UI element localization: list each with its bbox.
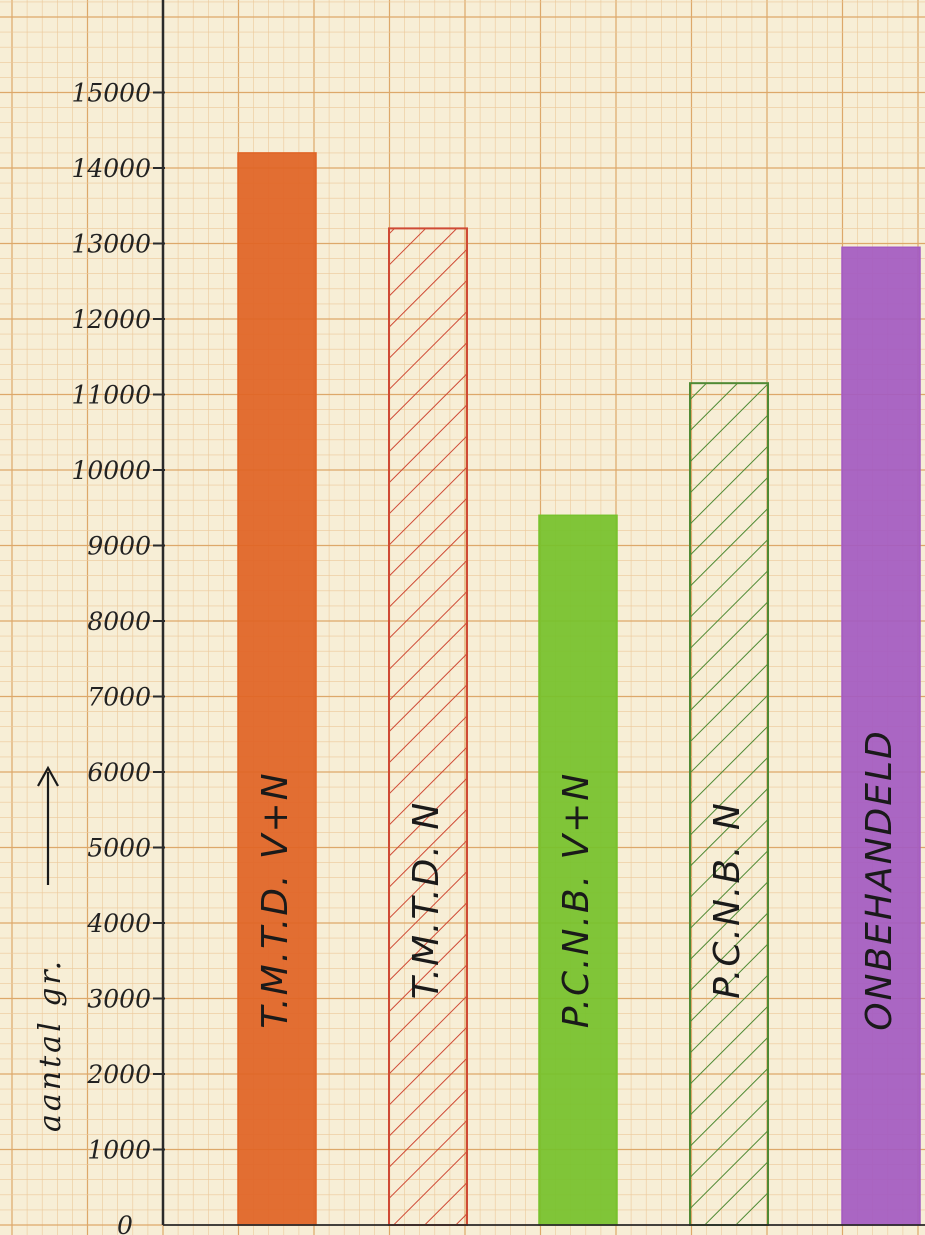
bar-p-c-n-b-n [689,382,769,1226]
y-tick-label: 10000 [71,456,151,485]
y-tick-label: 13000 [71,230,151,259]
y-tick-label: 0 [117,1211,133,1235]
y-tick-label: 14000 [71,154,151,183]
bar-label-onbehandeld: ONBEHANDELD [859,729,900,1031]
bar-t-m-t-d-n [388,227,468,1226]
bar-t-m-t-d-v-n [237,152,317,1226]
y-axis-arrow-icon [37,765,59,885]
y-tick-label: 15000 [71,79,151,108]
y-tick-label: 2000 [86,1060,151,1089]
bars-group: T.M.T.D. V+N T.M.T.D. N P.C.N.B. V+N P.C.N.… [237,152,921,1226]
bar-label-t-m-t-d-n: T.M.T.D. N [406,801,447,999]
y-axis-title-group: aantal gr. [33,765,68,1132]
y-axis-title: aantal gr. [33,958,68,1132]
bar-label-p-c-n-b-v-n: P.C.N.B. V+N [556,772,597,1028]
y-tick-label: 3000 [87,985,151,1014]
y-tick-label: 8000 [87,607,151,636]
y-tick-label: 1000 [87,1136,151,1165]
y-tick-label: 4000 [86,909,151,938]
bar-p-c-n-b-v-n [538,514,618,1226]
bar-onbehandeld [841,246,921,1226]
y-tick-label: 12000 [71,305,151,334]
y-tick-label: 9000 [87,532,151,561]
y-axis: 0 1000 2000 3000 4000 5000 6000 7000 8000 9000 100… [71,0,925,1235]
y-tick-label: 11000 [71,381,151,410]
bar-label-t-m-t-d-v-n: T.M.T.D. V+N [255,771,296,1028]
y-tick-label: 6000 [87,758,151,787]
y-tick-label: 7000 [87,683,151,712]
y-tick-label: 5000 [87,834,151,863]
bar-label-p-c-n-b-n: P.C.N.B. N [707,801,748,999]
